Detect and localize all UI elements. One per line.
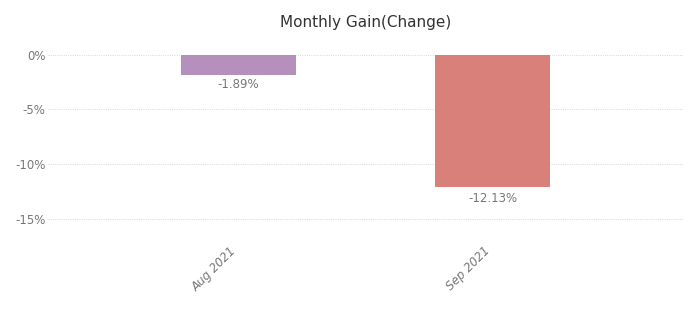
Title: Monthly Gain(Change): Monthly Gain(Change) bbox=[280, 15, 451, 30]
Bar bbox=[181, 54, 296, 75]
Text: -12.13%: -12.13% bbox=[468, 192, 517, 205]
Bar bbox=[436, 54, 550, 187]
Text: -1.89%: -1.89% bbox=[218, 78, 260, 91]
